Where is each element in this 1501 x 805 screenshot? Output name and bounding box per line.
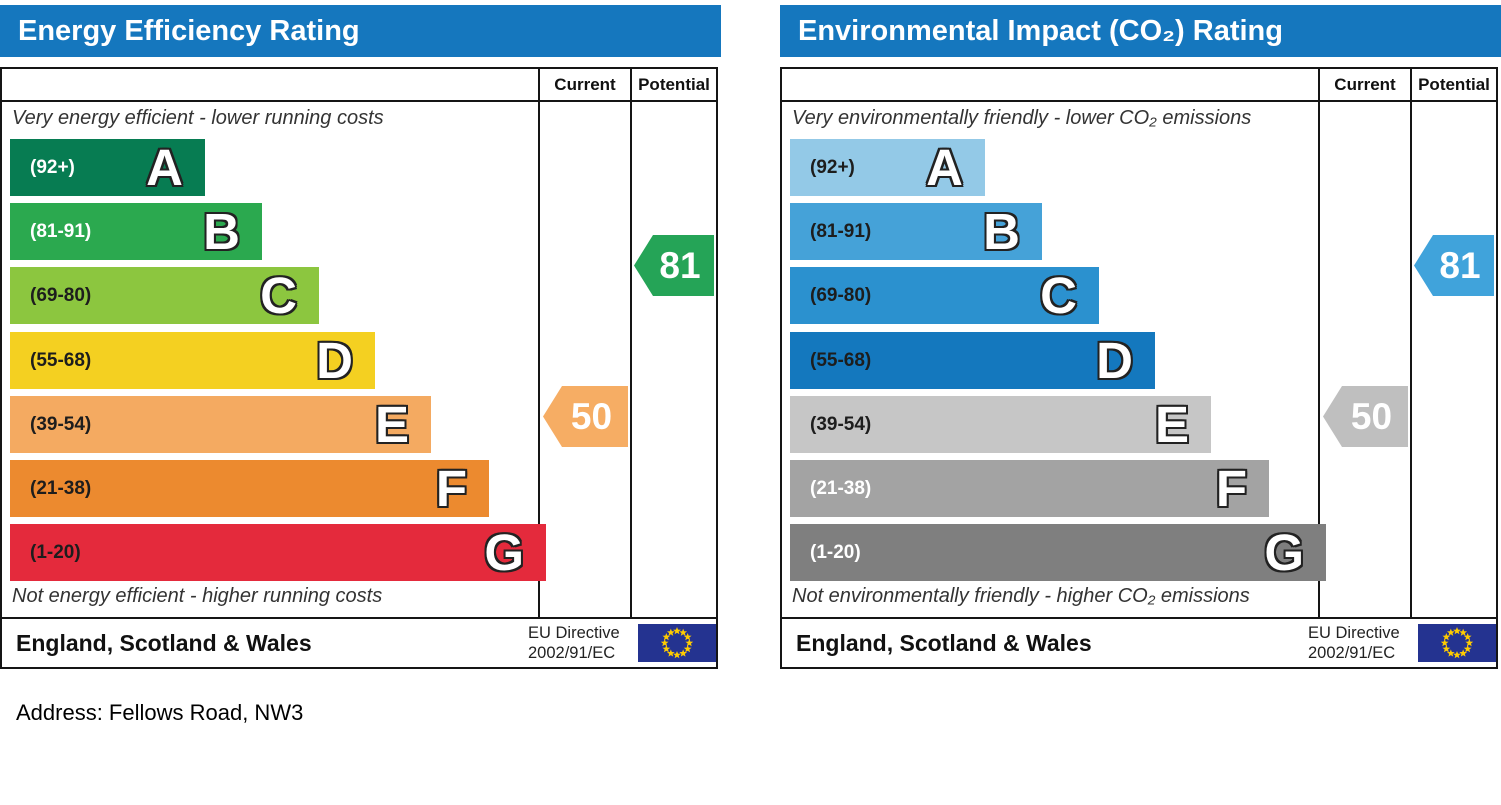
band-range-label: (55-68) bbox=[810, 350, 872, 371]
environmental-impact-title: Environmental Impact (CO₂) Rating bbox=[780, 5, 1501, 57]
eu-directive-line1: EU Directive bbox=[528, 624, 620, 642]
potential-column-divider bbox=[1410, 69, 1412, 617]
eu-directive-label: EU Directive 2002/91/EC bbox=[1308, 623, 1418, 663]
band-letter: G bbox=[484, 524, 524, 581]
potential-rating-arrow: 81 bbox=[1414, 235, 1494, 296]
current-rating-value: 50 bbox=[570, 396, 613, 437]
address-text: Address: Fellows Road, NW3 bbox=[16, 700, 304, 725]
bottom-note: Not energy efficient - higher running co… bbox=[12, 585, 383, 607]
band-row-e: (39-54) E bbox=[10, 396, 431, 453]
band-letter: E bbox=[1154, 396, 1189, 453]
band-row-g: (1-20) G bbox=[10, 524, 546, 581]
band-range-label: (92+) bbox=[30, 157, 75, 178]
band-letter: D bbox=[316, 332, 353, 389]
energy-efficiency-panel: Energy Efficiency Rating Current Potenti… bbox=[0, 0, 721, 680]
environmental-impact-panel: Environmental Impact (CO₂) Rating Curren… bbox=[780, 0, 1501, 680]
band-range-label: (81-91) bbox=[30, 221, 92, 242]
column-header-current: Current bbox=[1334, 75, 1396, 94]
band-range-label: (81-91) bbox=[810, 221, 872, 242]
energy-efficiency-table: Current Potential Very energy efficient … bbox=[0, 67, 718, 669]
band-letter: A bbox=[926, 139, 963, 196]
eu-directive-line2: 2002/91/EC bbox=[528, 644, 616, 662]
band-row-g: (1-20) G bbox=[790, 524, 1326, 581]
footer-region-label: England, Scotland & Wales bbox=[796, 630, 1092, 656]
potential-rating-value: 81 bbox=[1439, 245, 1481, 286]
table-header-row: Current Potential bbox=[782, 69, 1496, 102]
top-note: Very environmentally friendly - lower CO… bbox=[792, 107, 1252, 129]
table-footer-row: England, Scotland & Wales EU Directive 2… bbox=[782, 617, 1496, 667]
band-range-label: (92+) bbox=[810, 157, 855, 178]
table-footer-row: England, Scotland & Wales EU Directive 2… bbox=[2, 617, 716, 667]
bottom-note: Not environmentally friendly - higher CO… bbox=[792, 585, 1250, 607]
band-letter: A bbox=[146, 139, 183, 196]
band-row-d: (55-68) D bbox=[10, 332, 375, 389]
band-row-a: (92+) A bbox=[790, 139, 985, 196]
environmental-impact-table: Current Potential Very environmentally f… bbox=[780, 67, 1498, 669]
band-range-label: (39-54) bbox=[810, 414, 872, 435]
top-note: Very energy efficient - lower running co… bbox=[12, 107, 384, 129]
table-header-row: Current Potential bbox=[2, 69, 716, 102]
band-range-label: (39-54) bbox=[30, 414, 92, 435]
band-letter: G bbox=[1264, 524, 1304, 581]
current-column-divider bbox=[538, 69, 540, 617]
band-letter: F bbox=[435, 460, 467, 517]
band-letter: B bbox=[203, 203, 240, 260]
eu-flag-icon bbox=[638, 624, 716, 662]
band-row-c: (69-80) C bbox=[10, 267, 319, 324]
eu-directive-label: EU Directive 2002/91/EC bbox=[528, 623, 638, 663]
potential-column-divider bbox=[630, 69, 632, 617]
band-row-b: (81-91) B bbox=[10, 203, 262, 260]
energy-efficiency-title: Energy Efficiency Rating bbox=[0, 5, 721, 57]
band-letter: E bbox=[374, 396, 409, 453]
band-row-f: (21-38) F bbox=[10, 460, 489, 517]
band-row-e: (39-54) E bbox=[790, 396, 1211, 453]
band-row-d: (55-68) D bbox=[790, 332, 1155, 389]
column-header-potential: Potential bbox=[638, 75, 710, 94]
band-letter: B bbox=[983, 203, 1020, 260]
current-rating-arrow: 50 bbox=[1323, 386, 1408, 447]
band-range-label: (1-20) bbox=[810, 542, 861, 563]
current-rating-value: 50 bbox=[1350, 396, 1393, 437]
band-row-b: (81-91) B bbox=[790, 203, 1042, 260]
band-range-label: (55-68) bbox=[30, 350, 92, 371]
band-row-a: (92+) A bbox=[10, 139, 205, 196]
band-range-label: (1-20) bbox=[30, 542, 81, 563]
footer-region-label: England, Scotland & Wales bbox=[16, 630, 312, 656]
band-range-label: (21-38) bbox=[30, 478, 92, 499]
band-letter: C bbox=[1040, 267, 1077, 324]
column-header-current: Current bbox=[554, 75, 616, 94]
band-letter: D bbox=[1096, 332, 1133, 389]
current-column-divider bbox=[1318, 69, 1320, 617]
band-range-label: (69-80) bbox=[810, 285, 872, 306]
band-row-f: (21-38) F bbox=[790, 460, 1269, 517]
band-range-label: (21-38) bbox=[810, 478, 872, 499]
band-letter: F bbox=[1215, 460, 1247, 517]
eu-directive-line2: 2002/91/EC bbox=[1308, 644, 1396, 662]
eu-directive-line1: EU Directive bbox=[1308, 624, 1400, 642]
eu-flag-icon bbox=[1418, 624, 1496, 662]
current-rating-arrow: 50 bbox=[543, 386, 628, 447]
band-range-label: (69-80) bbox=[30, 285, 92, 306]
column-header-potential: Potential bbox=[1418, 75, 1490, 94]
band-letter: C bbox=[260, 267, 297, 324]
potential-rating-value: 81 bbox=[659, 245, 701, 286]
potential-rating-arrow: 81 bbox=[634, 235, 714, 296]
band-row-c: (69-80) C bbox=[790, 267, 1099, 324]
